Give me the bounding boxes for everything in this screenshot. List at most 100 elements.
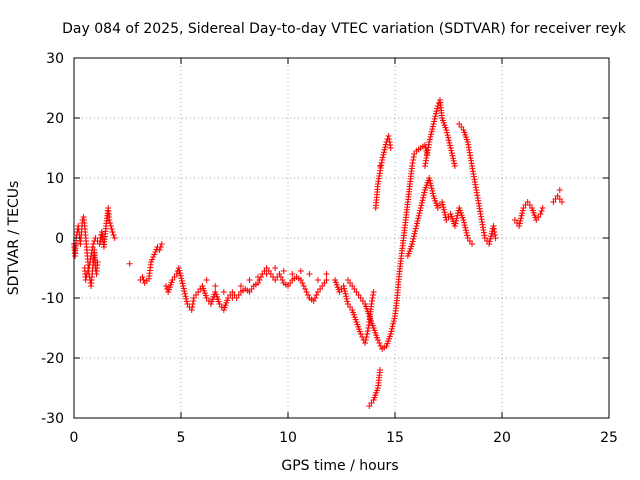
data-point — [391, 315, 398, 322]
data-point — [426, 139, 433, 145]
data-point — [426, 177, 433, 184]
grid-lines — [74, 58, 609, 418]
data-point — [427, 133, 434, 140]
data-point — [163, 283, 170, 289]
data-point — [420, 194, 427, 201]
data-point — [428, 131, 435, 138]
data-point — [492, 232, 499, 238]
data-point — [86, 262, 93, 268]
data-point — [83, 274, 90, 280]
data-point — [300, 283, 307, 289]
x-tick-label: 20 — [493, 430, 511, 446]
data-point — [451, 163, 458, 169]
y-tick-label: -10 — [41, 291, 64, 307]
data-point — [443, 129, 450, 136]
data-point — [453, 215, 460, 222]
data-point — [229, 295, 236, 301]
data-point — [344, 298, 351, 305]
data-point — [490, 226, 497, 232]
data-point — [428, 185, 435, 192]
data-point — [518, 212, 525, 219]
data-point — [449, 152, 456, 159]
data-point — [431, 115, 438, 122]
data-point — [176, 267, 183, 274]
data-point — [189, 304, 196, 310]
data-point — [342, 290, 349, 297]
data-point — [447, 145, 454, 151]
data-point — [389, 323, 396, 330]
data-point — [464, 232, 471, 239]
data-point — [94, 259, 101, 265]
data-point — [183, 298, 190, 305]
data-point — [519, 210, 526, 217]
data-point — [409, 163, 416, 169]
data-point — [412, 225, 419, 232]
data-point — [304, 292, 311, 298]
data-point — [537, 211, 544, 217]
data-point — [177, 272, 184, 279]
data-point — [380, 149, 387, 156]
data-point — [313, 292, 320, 298]
data-point — [297, 277, 304, 283]
data-point — [181, 288, 188, 295]
data-point — [255, 274, 262, 280]
data-point — [416, 210, 423, 217]
data-point — [89, 244, 96, 250]
data-point — [461, 219, 468, 226]
x-tick-label: 10 — [279, 430, 297, 446]
data-point — [429, 126, 436, 133]
data-point — [432, 113, 439, 120]
data-point — [289, 271, 296, 277]
data-point — [431, 118, 438, 125]
data-point — [158, 241, 165, 247]
data-point — [450, 155, 457, 162]
data-point — [365, 325, 372, 331]
data-point — [139, 274, 146, 280]
data-point — [368, 298, 375, 304]
data-point — [178, 275, 185, 282]
data-point — [180, 285, 187, 292]
data-point — [448, 147, 455, 154]
data-point — [409, 241, 416, 247]
data-point — [255, 280, 262, 286]
data-point — [303, 289, 310, 295]
data-point — [157, 244, 164, 250]
data-point — [441, 209, 448, 216]
data-point — [89, 247, 96, 253]
x-tick-label: 15 — [386, 430, 404, 446]
data-point — [88, 250, 95, 256]
data-point — [439, 201, 446, 208]
data-point — [368, 301, 375, 307]
data-point — [140, 277, 147, 283]
data-point — [517, 215, 524, 222]
data-point — [364, 331, 371, 337]
data-point — [388, 328, 395, 335]
data-point — [556, 187, 563, 193]
data-point — [178, 277, 185, 284]
data-point — [107, 220, 114, 226]
data-point — [179, 280, 186, 287]
data-point — [420, 192, 427, 199]
data-point — [414, 220, 421, 227]
data-point — [379, 154, 386, 161]
data-point — [443, 127, 450, 133]
data-point — [312, 295, 319, 301]
data-point — [390, 318, 397, 325]
data-point — [376, 340, 383, 346]
data-point — [387, 145, 394, 151]
data-point — [90, 241, 97, 247]
data-point — [487, 235, 494, 242]
data-point — [365, 322, 372, 328]
data-point — [377, 343, 384, 349]
data-point — [126, 260, 133, 267]
y-tick-label: -20 — [41, 351, 64, 367]
data-point — [323, 277, 330, 283]
data-point — [429, 187, 436, 194]
data-point — [109, 229, 116, 235]
data-point — [85, 265, 92, 271]
data-point — [442, 211, 449, 218]
data-point — [462, 224, 469, 231]
data-point — [454, 212, 461, 219]
data-point — [439, 199, 446, 205]
data-point — [382, 144, 389, 151]
